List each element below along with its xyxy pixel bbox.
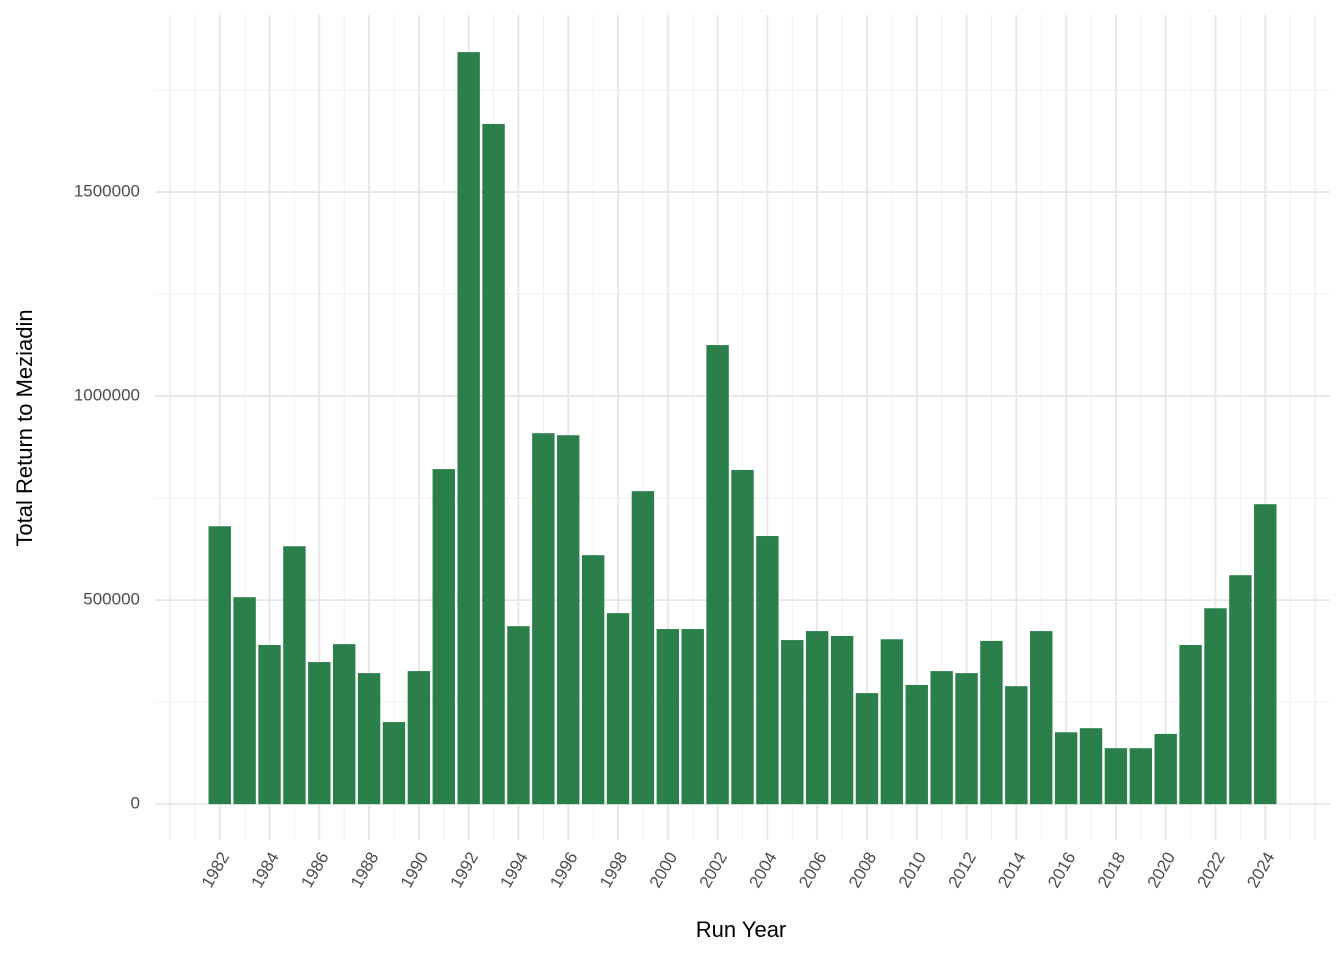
bar — [1104, 748, 1128, 805]
bar — [1030, 631, 1053, 805]
bar — [557, 435, 580, 805]
x-tick-label: 1998 — [596, 849, 631, 891]
bar — [1179, 644, 1202, 805]
x-tick-label: 2018 — [1094, 849, 1129, 891]
x-tick-label: 1994 — [496, 849, 531, 891]
x-tick-label: 2020 — [1144, 849, 1179, 891]
bar — [1254, 504, 1277, 805]
bar — [283, 546, 306, 805]
x-tick-label: 1996 — [546, 849, 581, 891]
bar — [805, 631, 829, 805]
x-tick-label: 1982 — [198, 849, 233, 891]
bar — [606, 613, 630, 805]
bar — [930, 671, 953, 805]
bar — [332, 644, 356, 805]
x-tick-label: 1988 — [347, 849, 382, 891]
x-tick-label: 1984 — [247, 849, 282, 891]
bar — [880, 639, 904, 805]
bar — [1129, 748, 1153, 805]
bar — [830, 635, 854, 805]
bar — [731, 469, 754, 805]
bar — [258, 644, 281, 805]
bar — [507, 626, 530, 805]
bar — [756, 536, 779, 805]
bar — [1054, 732, 1078, 805]
bar — [955, 673, 978, 805]
x-tick-label: 1992 — [447, 849, 482, 891]
bar — [706, 345, 729, 805]
x-tick-label: 2016 — [1044, 849, 1079, 891]
bar — [905, 684, 928, 805]
x-tick-label: 1986 — [297, 849, 332, 891]
bar — [432, 469, 455, 805]
bar — [631, 491, 655, 805]
bar — [382, 722, 406, 805]
bar — [656, 629, 680, 805]
bar — [457, 52, 480, 805]
x-tick-label: 2004 — [745, 849, 780, 891]
bar — [308, 662, 331, 805]
bar — [1229, 575, 1252, 805]
x-tick-label: 2008 — [845, 849, 880, 891]
y-tick-label: 500000 — [83, 590, 140, 609]
bar — [581, 555, 605, 805]
y-axis-title: Total Return to Meziadin — [12, 309, 37, 546]
bar — [208, 526, 231, 805]
y-tick-label: 0 — [131, 794, 140, 813]
y-tick-label: 1500000 — [74, 182, 140, 201]
bar — [532, 433, 555, 805]
x-axis-title: Run Year — [696, 917, 787, 942]
x-tick-label: 2006 — [795, 849, 830, 891]
bar — [1005, 686, 1028, 805]
bars — [208, 52, 1277, 805]
x-tick-label: 2010 — [895, 849, 930, 891]
y-tick-label: 1000000 — [74, 386, 140, 405]
bar — [357, 673, 381, 805]
x-tick-label: 2024 — [1243, 849, 1278, 891]
bar — [681, 629, 704, 805]
bar — [1204, 608, 1227, 805]
bar — [980, 640, 1003, 805]
bar — [855, 693, 879, 805]
x-tick-label: 2012 — [945, 849, 980, 891]
bar — [233, 597, 256, 805]
bar — [407, 671, 431, 805]
bar — [1079, 728, 1103, 805]
x-tick-label: 2000 — [646, 849, 681, 891]
x-tick-label: 2022 — [1193, 849, 1228, 891]
x-tick-label: 1990 — [397, 849, 432, 891]
bar — [781, 640, 804, 805]
bar — [482, 123, 505, 805]
bar — [1154, 733, 1177, 805]
x-tick-label: 2014 — [994, 849, 1029, 891]
x-tick-label: 2002 — [696, 849, 731, 891]
